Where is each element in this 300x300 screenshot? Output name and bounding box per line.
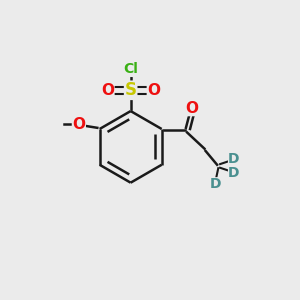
Text: O: O [185,101,198,116]
Text: D: D [228,152,240,166]
Text: D: D [228,166,240,180]
Text: D: D [210,177,221,191]
Text: Cl: Cl [123,62,138,76]
Text: S: S [125,81,137,99]
Text: O: O [147,83,160,98]
Text: O: O [72,117,86,132]
Text: O: O [101,83,114,98]
